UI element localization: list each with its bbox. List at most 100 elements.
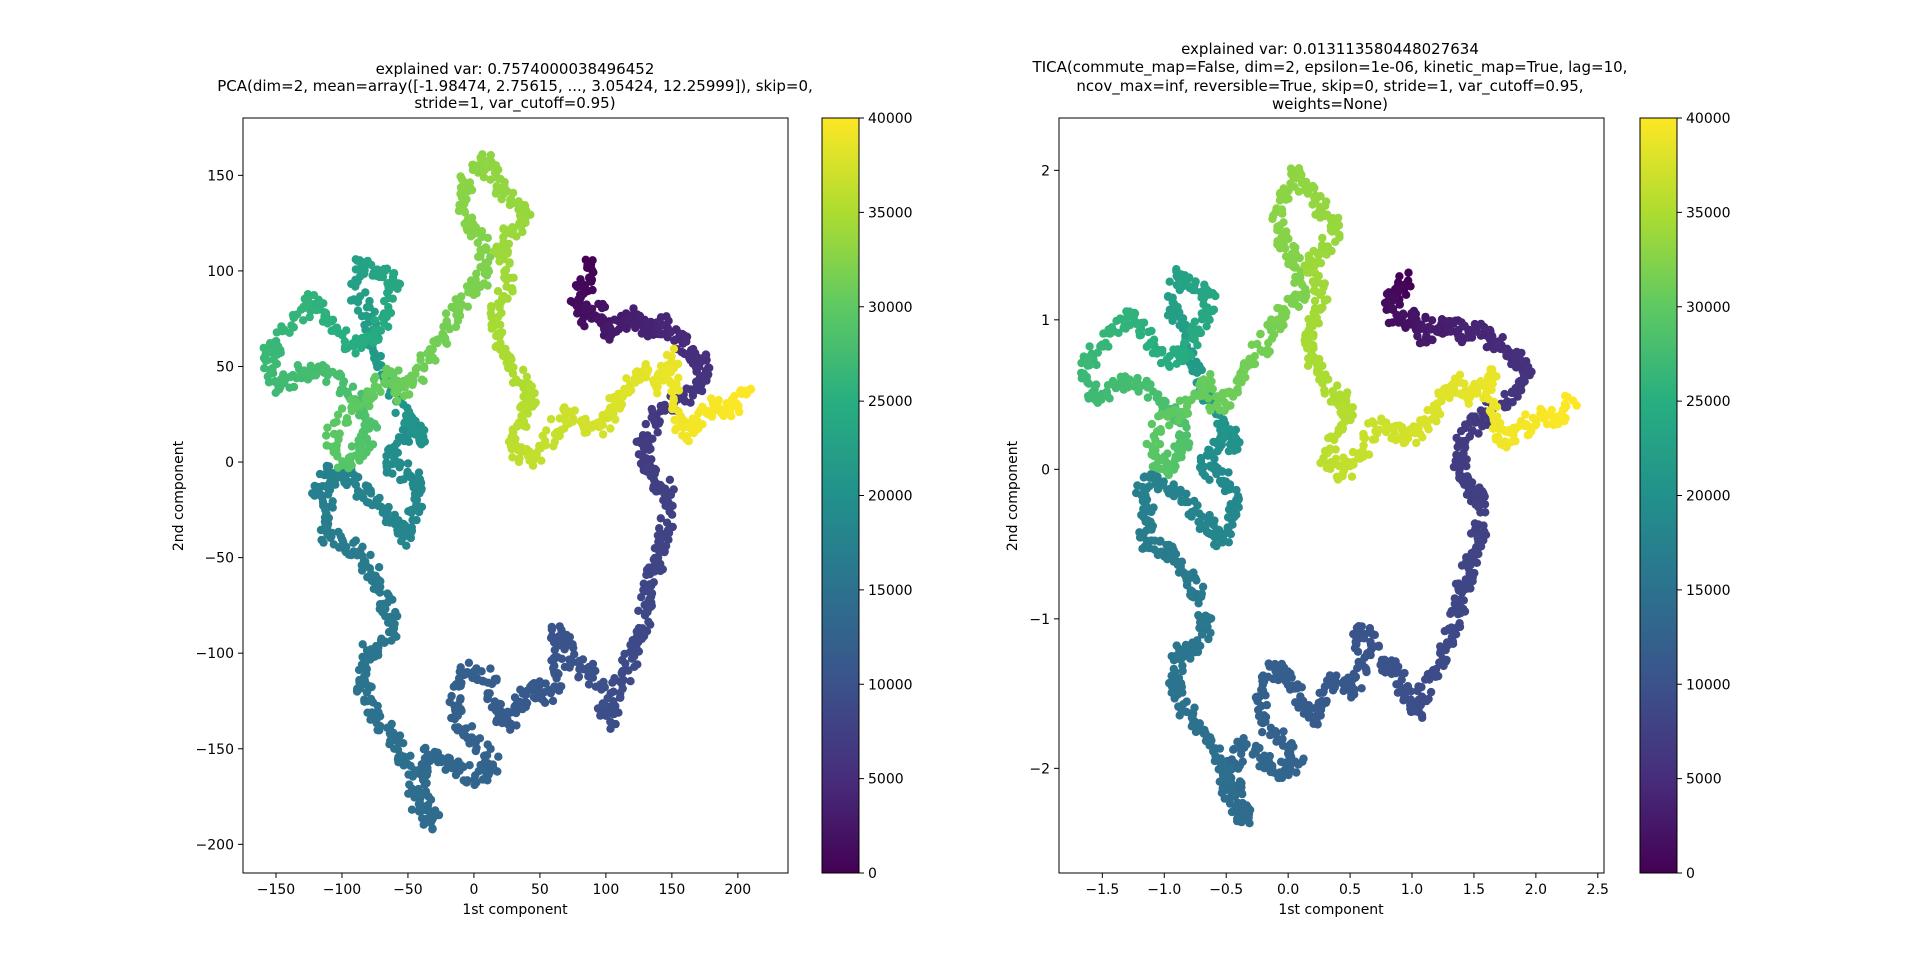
scatter-point [1190,506,1199,516]
scatter-point [574,658,583,667]
scatter-point [1481,508,1490,517]
scatter-point [399,433,408,443]
scatter-point [568,417,578,426]
pca-x-axis: −150 −100 −50 0 50 100 150 200 [257,873,751,898]
scatter-point [513,446,523,455]
scatter-point [1405,696,1414,705]
scatter-point [1088,388,1097,397]
scatter-point [1553,420,1563,429]
scatter-point [486,175,495,184]
scatter-point [573,282,582,292]
scatter-point [1532,420,1541,429]
y-tick-label: −2 [1029,761,1050,777]
scatter-point [1105,329,1115,338]
scatter-point [1403,682,1413,691]
scatter-point [499,292,509,301]
scatter-point [735,407,744,417]
scatter-point [351,451,360,460]
pca-colorbar-ticks: 0 5000 10000 15000 20000 25000 30000 35000 40000 [859,111,913,882]
scatter-point [1083,361,1093,370]
scatter-point [1169,664,1179,674]
scatter-point [1328,679,1337,689]
scatter-point [1441,645,1450,655]
scatter-point [1542,411,1552,420]
tica-x-axis-label: 1st component [1278,902,1384,918]
scatter-point [535,681,544,690]
tica-title-line-3: ncov_max=inf, reversible=True, skip=0, s… [1076,77,1583,96]
scatter-point [1143,383,1152,392]
scatter-point [621,659,630,668]
scatter-point [1327,457,1336,467]
scatter-point [671,425,680,435]
scatter-point [322,441,331,450]
scatter-point [730,391,739,401]
scatter-point [1206,628,1215,638]
scatter-point [1197,630,1207,639]
scatter-point [586,304,595,313]
scatter-point [508,378,518,387]
x-tick-label: 2.0 [1525,882,1547,898]
scatter-point [1194,611,1203,620]
scatter-point [698,357,707,366]
scatter-point [682,432,692,441]
scatter-point [1339,453,1348,462]
scatter-point [1287,673,1296,682]
scatter-point [400,383,409,392]
scatter-point [490,697,499,706]
scatter-point [1191,277,1200,286]
scatter-point [382,458,391,467]
scatter-point [384,614,393,623]
scatter-point [1343,388,1352,397]
scatter-point [328,497,337,506]
scatter-point [423,767,432,776]
scatter-point [500,267,509,276]
colorbar-tick-label: 10000 [1686,677,1731,693]
scatter-point [312,487,321,496]
scatter-point [622,324,631,333]
scatter-point [494,332,503,341]
scatter-point [1466,529,1476,538]
scatter-point [653,382,662,391]
scatter-point [1489,424,1498,433]
scatter-point [1473,533,1482,543]
scatter-point [322,377,331,387]
scatter-point [1250,359,1260,369]
scatter-point [1347,472,1357,481]
scatter-point [353,256,362,265]
scatter-point [497,195,506,204]
scatter-point [344,453,354,462]
scatter-point [626,677,635,686]
scatter-point [486,744,495,754]
scatter-point [512,232,521,241]
scatter-point [1348,403,1358,412]
scatter-point [1218,771,1228,780]
scatter-point [1143,393,1153,402]
scatter-point [521,690,531,699]
scatter-point [587,314,596,323]
scatter-point [414,468,424,477]
scatter-point [1440,626,1450,636]
scatter-point [649,566,658,575]
scatter-point [1413,331,1422,341]
scatter-point [682,337,691,346]
scatter-point [1360,653,1369,662]
scatter-point [608,678,617,687]
scatter-point [1279,218,1288,227]
scatter-point [353,306,363,315]
x-tick-label: 0 [469,882,478,898]
scatter-point [399,739,408,748]
scatter-point [1433,399,1442,408]
scatter-point [1437,658,1446,668]
scatter-point [1223,513,1233,522]
scatter-point [1409,311,1419,320]
scatter-point [366,489,376,498]
scatter-point [667,510,677,519]
scatter-point [1186,326,1195,335]
colorbar-tick-label: 0 [868,866,877,882]
scatter-point [1528,413,1538,423]
scatter-point [647,455,656,464]
scatter-point [626,386,636,395]
scatter-point [1257,755,1267,764]
scatter-point [413,363,422,372]
scatter-point [486,252,495,261]
